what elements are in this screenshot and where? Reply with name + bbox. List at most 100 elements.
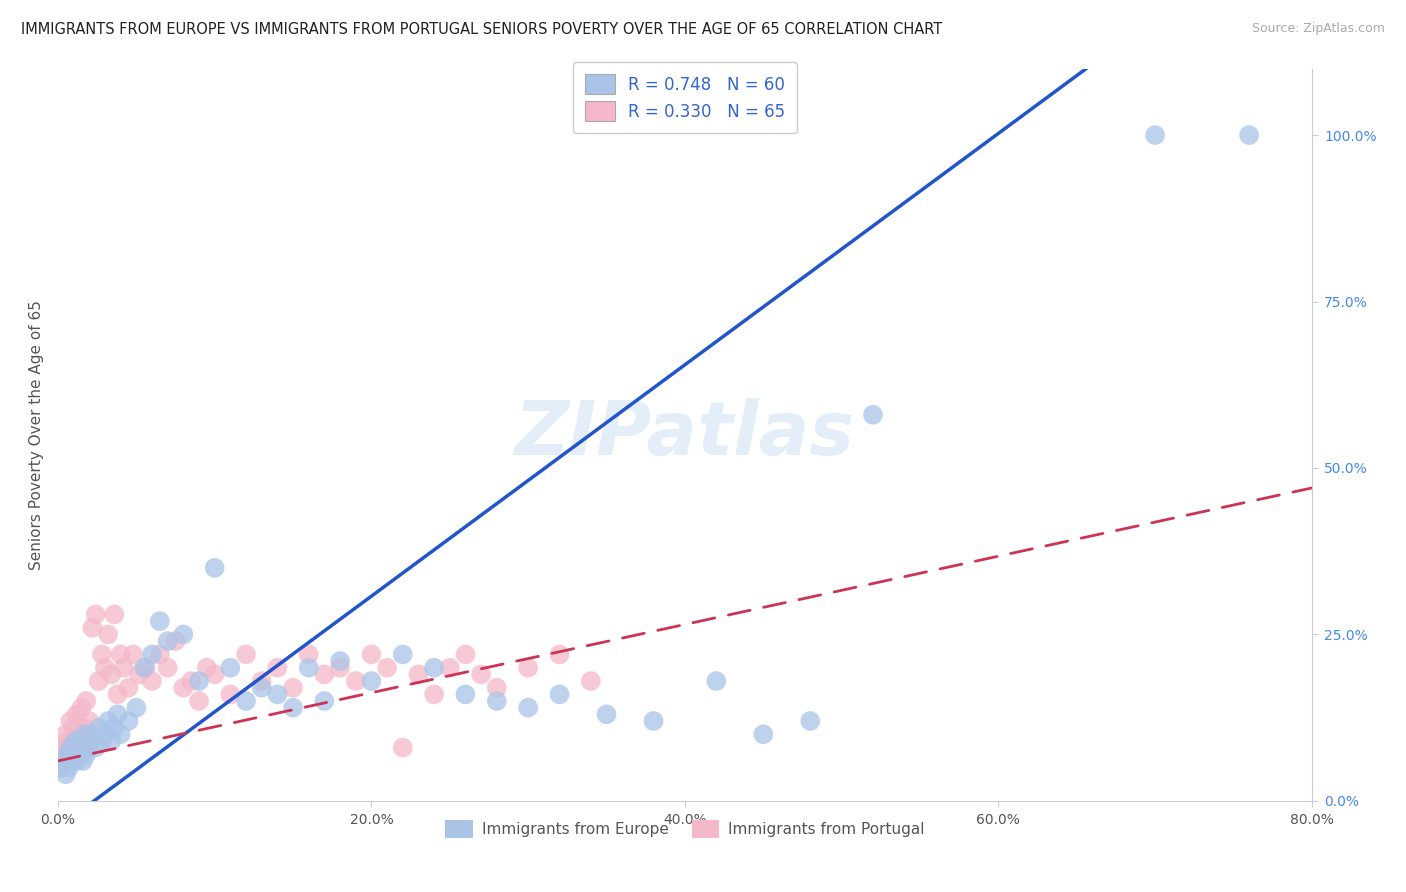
Point <box>149 648 172 662</box>
Point <box>329 654 352 668</box>
Point <box>62 747 84 762</box>
Text: IMMIGRANTS FROM EUROPE VS IMMIGRANTS FROM PORTUGAL SENIORS POVERTY OVER THE AGE : IMMIGRANTS FROM EUROPE VS IMMIGRANTS FRO… <box>21 22 942 37</box>
Point <box>90 734 112 748</box>
Point <box>298 661 321 675</box>
Y-axis label: Seniors Poverty Over the Age of 65: Seniors Poverty Over the Age of 65 <box>30 300 44 570</box>
Point <box>454 687 477 701</box>
Point <box>62 721 84 735</box>
Point <box>82 621 104 635</box>
Point <box>117 714 139 728</box>
Point <box>84 740 107 755</box>
Point <box>49 761 72 775</box>
Point <box>60 747 83 762</box>
Point <box>752 727 775 741</box>
Point <box>423 661 446 675</box>
Point <box>517 700 540 714</box>
Point <box>58 761 80 775</box>
Point <box>454 648 477 662</box>
Point <box>579 673 602 688</box>
Point <box>72 754 94 768</box>
Point <box>235 648 257 662</box>
Point <box>1237 128 1260 142</box>
Point <box>391 740 413 755</box>
Point <box>195 661 218 675</box>
Legend: Immigrants from Europe, Immigrants from Portugal: Immigrants from Europe, Immigrants from … <box>439 814 931 845</box>
Point <box>112 661 135 675</box>
Point <box>94 661 117 675</box>
Point <box>548 648 571 662</box>
Point <box>90 648 112 662</box>
Point <box>97 627 120 641</box>
Point <box>281 681 304 695</box>
Point <box>75 747 97 762</box>
Point <box>53 754 76 768</box>
Point <box>180 673 202 688</box>
Point <box>94 727 117 741</box>
Point <box>135 661 157 675</box>
Point <box>107 707 129 722</box>
Point <box>156 661 179 675</box>
Text: ZIPatlas: ZIPatlas <box>515 398 855 471</box>
Point <box>595 707 617 722</box>
Point <box>266 687 288 701</box>
Point <box>82 727 104 741</box>
Point <box>391 648 413 662</box>
Point <box>517 661 540 675</box>
Point <box>59 714 82 728</box>
Point <box>63 734 86 748</box>
Point <box>134 661 156 675</box>
Point <box>56 734 79 748</box>
Point <box>235 694 257 708</box>
Point <box>70 700 93 714</box>
Point <box>329 661 352 675</box>
Point <box>125 700 148 714</box>
Point <box>79 734 101 748</box>
Point <box>117 681 139 695</box>
Point <box>548 687 571 701</box>
Point <box>128 667 150 681</box>
Point <box>360 673 382 688</box>
Point <box>76 727 98 741</box>
Point <box>73 727 96 741</box>
Point <box>48 754 70 768</box>
Point <box>344 673 367 688</box>
Point <box>76 740 98 755</box>
Point <box>58 740 80 755</box>
Point <box>63 734 86 748</box>
Point <box>73 734 96 748</box>
Point <box>79 714 101 728</box>
Point <box>55 767 77 781</box>
Point <box>204 667 226 681</box>
Point <box>375 661 398 675</box>
Point <box>219 661 242 675</box>
Point <box>72 721 94 735</box>
Point <box>67 740 90 755</box>
Text: Source: ZipAtlas.com: Source: ZipAtlas.com <box>1251 22 1385 36</box>
Point <box>87 673 110 688</box>
Point <box>97 714 120 728</box>
Point <box>70 734 93 748</box>
Point <box>250 673 273 688</box>
Point <box>266 661 288 675</box>
Point <box>204 561 226 575</box>
Point <box>799 714 821 728</box>
Point <box>643 714 665 728</box>
Point <box>423 687 446 701</box>
Point <box>122 648 145 662</box>
Point <box>53 747 76 762</box>
Point <box>66 707 89 722</box>
Point <box>188 673 211 688</box>
Point <box>704 673 727 688</box>
Point <box>107 687 129 701</box>
Point <box>250 681 273 695</box>
Point <box>439 661 461 675</box>
Point <box>172 681 194 695</box>
Point <box>69 747 91 762</box>
Point <box>408 667 430 681</box>
Point <box>188 694 211 708</box>
Point <box>60 754 83 768</box>
Point <box>485 694 508 708</box>
Point <box>470 667 492 681</box>
Point <box>56 747 79 762</box>
Point <box>165 634 187 648</box>
